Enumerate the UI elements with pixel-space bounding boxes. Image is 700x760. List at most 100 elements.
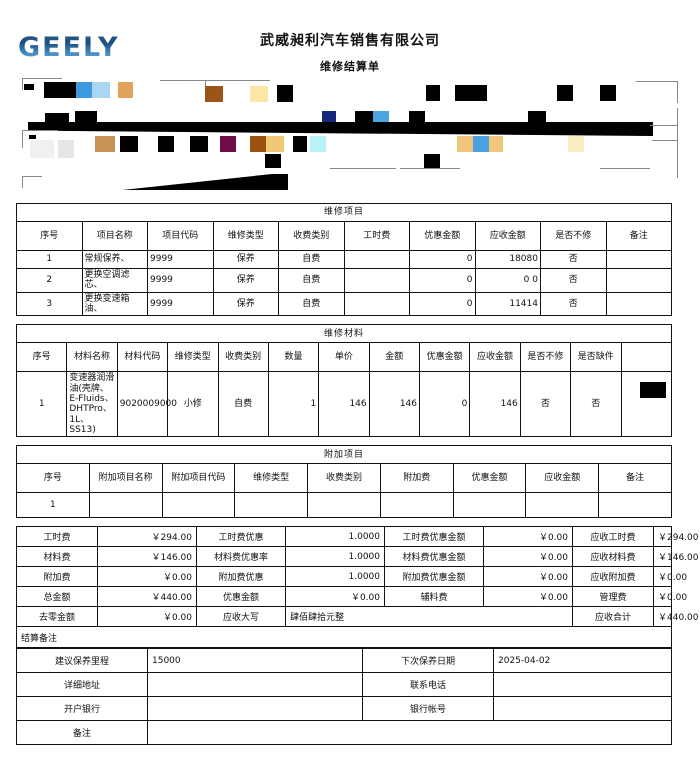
redaction-block <box>277 85 293 102</box>
cell-remark <box>605 291 672 317</box>
redaction-block <box>250 86 268 102</box>
col-no-repair: 是否不修 <box>540 221 607 251</box>
table-row[interactable]: 1 常规保养、 9999 保养 自费 0 18080 否 <box>16 250 672 269</box>
extra-items-title-row: 附加项目 <box>16 445 672 465</box>
col-repair-type: 维修类型 <box>212 221 279 251</box>
redaction-block <box>640 382 666 399</box>
repair-items-header-row: 序号 项目名称 项目代码 维修类型 收费类别 工时费 优惠金额 应收金额 是否不… <box>16 221 672 251</box>
label-amount-words: 应收大写 <box>196 606 286 628</box>
cell-discount <box>452 492 527 519</box>
geely-logo: GEELY <box>18 32 120 63</box>
cell-discount: 0 <box>409 250 476 269</box>
label-receivable-extra: 应收附加费 <box>572 566 654 588</box>
label-extra-fee: 附加费 <box>16 566 98 588</box>
redaction-block <box>118 82 133 98</box>
materials-section-title: 维修材料 <box>16 324 672 344</box>
label-material-discount-amt: 材料费优惠金额 <box>384 546 484 568</box>
label-extra-discount-amt: 附加费优惠金额 <box>384 566 484 588</box>
value-remark[interactable] <box>147 720 672 746</box>
redaction-block <box>29 135 36 139</box>
col-unit-price: 单价 <box>318 342 370 373</box>
col-discount: 优惠金额 <box>418 342 471 373</box>
page-title: 维修结算单 <box>320 60 380 73</box>
cell-item-name: 更换空调滤芯、 <box>81 268 148 293</box>
col-amount: 金额 <box>368 342 421 373</box>
cell-receivable: 18080 <box>474 250 541 269</box>
redaction-block <box>30 140 54 158</box>
col-no: 序号 <box>16 463 90 494</box>
footer-row-mileage: 建议保养里程 15000 下次保养日期 2025-04-02 <box>16 648 672 674</box>
value-amount-words: 肆佰肆拾元整 <box>285 606 573 628</box>
col-item-name: 项目名称 <box>81 221 148 251</box>
col-discount: 优惠金额 <box>452 463 527 494</box>
cell-remark <box>605 268 672 293</box>
redaction-block <box>473 136 489 152</box>
col-no: 序号 <box>15 342 68 373</box>
cell-repair-type: 保养 <box>212 250 279 269</box>
table-row[interactable]: 1 变速器润滑油(壳牌、E-Fluids、DHTPro、1L、SS13) 902… <box>15 371 672 438</box>
value-extra-fee: ￥0.00 <box>97 566 197 588</box>
summary-row-labor: 工时费 ￥294.00 工时费优惠 1.0000 工时费优惠金额 ￥0.00 应… <box>16 526 699 548</box>
value-phone[interactable] <box>493 672 672 698</box>
label-address: 详细地址 <box>16 672 148 698</box>
col-receivable: 应收金额 <box>474 221 541 251</box>
redaction-block <box>272 174 288 190</box>
col-name: 附加项目名称 <box>88 463 163 494</box>
value-suggested-mileage[interactable]: 15000 <box>147 648 363 674</box>
cell-mat-code: 9020009000 <box>116 371 177 438</box>
value-receivable-labor: ￥294.00 <box>653 526 699 548</box>
col-receivable: 应收金额 <box>469 342 521 373</box>
value-labor-discount: 1.0000 <box>285 526 385 548</box>
value-roundoff: ￥0.00 <box>97 606 197 628</box>
value-receivable-extra: ￥0.00 <box>653 566 687 588</box>
col-extra-fee: 附加费 <box>379 463 454 494</box>
cell-fee-type: 自费 <box>278 250 345 269</box>
cell-item-code: 9999 <box>147 250 214 269</box>
col-extra <box>620 342 672 373</box>
repair-items-section-title: 维修项目 <box>16 203 672 222</box>
cell-no-repair: 否 <box>540 268 607 293</box>
redaction-block <box>293 136 307 152</box>
redaction-block <box>92 82 110 98</box>
label-total-amount: 总金额 <box>16 586 98 608</box>
value-address[interactable] <box>147 672 363 698</box>
cell-repair-type: 保养 <box>212 291 279 317</box>
redaction-block <box>44 82 76 98</box>
col-mat-name: 材料名称 <box>66 342 118 373</box>
col-code: 附加项目代码 <box>161 463 236 494</box>
cell-no: 3 <box>16 291 83 317</box>
redaction-block <box>76 82 92 98</box>
table-row[interactable]: 1 <box>16 492 672 519</box>
col-discount: 优惠金额 <box>409 221 476 251</box>
label-receivable-total: 应收合计 <box>572 606 654 628</box>
value-account[interactable] <box>493 696 672 722</box>
col-fee-type: 收费类别 <box>217 342 269 373</box>
materials-header-row: 序号 材料名称 材料代码 维修类型 收费类别 数量 单价 金额 优惠金额 应收金… <box>15 342 672 373</box>
redaction-block <box>568 136 584 152</box>
label-phone: 联系电话 <box>362 672 494 698</box>
repair-items-title-row: 维修项目 <box>16 203 672 222</box>
label-suggested-mileage: 建议保养里程 <box>16 648 148 674</box>
redaction-block <box>489 136 503 152</box>
col-remark: 备注 <box>598 463 672 494</box>
label-labor-discount: 工时费优惠 <box>196 526 286 548</box>
repair-materials-table: 维修材料 序号 材料名称 材料代码 维修类型 收费类别 数量 单价 金额 优惠金… <box>15 324 672 438</box>
extra-items-section-title: 附加项目 <box>16 445 672 465</box>
value-next-service-date[interactable]: 2025-04-02 <box>493 648 672 674</box>
table-row[interactable]: 2 更换空调滤芯、 9999 保养 自费 0 0 0 否 <box>16 268 672 293</box>
label-receivable-labor: 应收工时费 <box>572 526 654 548</box>
extra-items-header-row: 序号 附加项目名称 附加项目代码 维修类型 收费类别 附加费 优惠金额 应收金额… <box>16 463 672 494</box>
redaction-block <box>600 85 616 101</box>
cell-fee-type <box>307 492 381 519</box>
label-next-service-date: 下次保养日期 <box>362 648 494 674</box>
redaction-block <box>426 85 440 101</box>
value-material-discount: 1.0000 <box>285 546 385 568</box>
table-row[interactable]: 3 更换变速箱油、 9999 保养 自费 0 11414 否 <box>16 291 672 317</box>
cell-extra-fee <box>379 492 454 519</box>
cell-no: 1 <box>16 492 90 519</box>
cell-receivable: 11414 <box>474 291 541 317</box>
materials-title-row: 维修材料 <box>16 324 672 344</box>
company-name: 武威昶利汽车销售有限公司 <box>260 33 440 49</box>
label-remark: 备注 <box>16 720 148 746</box>
value-bank[interactable] <box>147 696 363 722</box>
